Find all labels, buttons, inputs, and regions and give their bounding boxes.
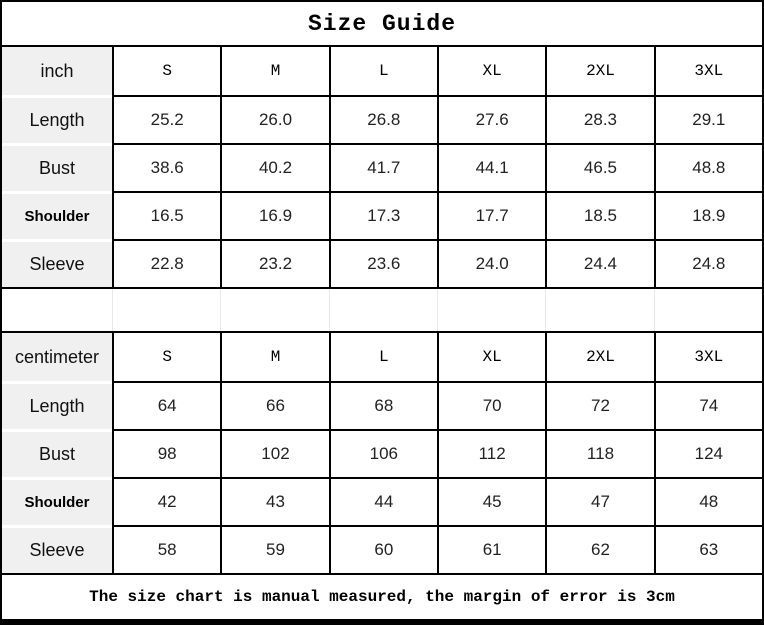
value-cell: 98	[112, 429, 221, 477]
value-cell: 44	[328, 477, 437, 525]
value-cell: 27.6	[436, 95, 546, 143]
value-cell: 18.9	[653, 191, 762, 239]
value-cell: 64	[112, 381, 221, 429]
row-label-cell: Shoulder	[2, 191, 112, 239]
value-cell: 24.0	[436, 239, 546, 287]
value-cell: 41.7	[328, 143, 437, 191]
value-cell: 17.7	[436, 191, 546, 239]
value-cell: 40.2	[220, 143, 329, 191]
value-cell: 25.2	[112, 95, 221, 143]
value-cell: 46.5	[545, 143, 654, 191]
footer-note: The size chart is manual measured, the m…	[2, 573, 762, 619]
value-cell: 22.8	[112, 239, 221, 287]
table-row-sleeve-cm: Sleeve 58 59 60 61 62 63	[2, 525, 762, 573]
value-cell: 58	[112, 525, 221, 573]
value-cell: 74	[653, 381, 762, 429]
value-cell: 42	[112, 477, 221, 525]
value-cell: 60	[328, 525, 437, 573]
value-cell: 43	[220, 477, 329, 525]
row-label-cell: Sleeve	[2, 525, 112, 573]
value-cell: 63	[653, 525, 762, 573]
size-header-cell: L	[328, 47, 437, 95]
inch-size-header-row: inch S M L XL 2XL 3XL	[2, 47, 762, 95]
value-cell: 68	[328, 381, 437, 429]
spacer-cell	[112, 289, 220, 331]
spacer-cell	[653, 289, 762, 331]
size-header-cell: 3XL	[653, 47, 762, 95]
value-cell: 106	[328, 429, 437, 477]
value-cell: 24.4	[545, 239, 654, 287]
value-cell: 102	[220, 429, 329, 477]
table-row-shoulder-inch: Shoulder 16.5 16.9 17.3 17.7 18.5 18.9	[2, 191, 762, 239]
value-cell: 118	[545, 429, 654, 477]
size-header-cell: M	[220, 47, 329, 95]
table-row-sleeve-inch: Sleeve 22.8 23.2 23.6 24.0 24.4 24.8	[2, 239, 762, 287]
value-cell: 23.6	[328, 239, 437, 287]
table-row-length-cm: Length 64 66 68 70 72 74	[2, 381, 762, 429]
value-cell: 124	[653, 429, 762, 477]
unit-cell-inch: inch	[2, 47, 112, 95]
row-label-cell: Length	[2, 381, 112, 429]
value-cell: 61	[436, 525, 546, 573]
value-cell: 17.3	[328, 191, 437, 239]
table-row-bust-inch: Bust 38.6 40.2 41.7 44.1 46.5 48.8	[2, 143, 762, 191]
value-cell: 16.5	[112, 191, 221, 239]
value-cell: 59	[220, 525, 329, 573]
value-cell: 66	[220, 381, 329, 429]
value-cell: 16.9	[220, 191, 329, 239]
spacer-cell	[2, 289, 112, 331]
value-cell: 48	[653, 477, 762, 525]
row-label-cell: Bust	[2, 143, 112, 191]
value-cell: 44.1	[436, 143, 546, 191]
row-label-cell: Sleeve	[2, 239, 112, 287]
size-header-cell: XL	[436, 47, 546, 95]
value-cell: 24.8	[653, 239, 762, 287]
size-header-cell: S	[112, 333, 221, 381]
value-cell: 72	[545, 381, 654, 429]
value-cell: 112	[436, 429, 546, 477]
table-row-shoulder-cm: Shoulder 42 43 44 45 47 48	[2, 477, 762, 525]
page-title: Size Guide	[2, 2, 762, 47]
spacer-cell	[328, 289, 437, 331]
value-cell: 28.3	[545, 95, 654, 143]
size-header-cell: L	[328, 333, 437, 381]
centimeter-size-header-row: centimeter S M L XL 2XL 3XL	[2, 333, 762, 381]
size-header-cell: XL	[436, 333, 546, 381]
size-header-cell: S	[112, 47, 221, 95]
value-cell: 47	[545, 477, 654, 525]
row-label-cell: Bust	[2, 429, 112, 477]
row-label-cell: Shoulder	[2, 477, 112, 525]
spacer-cell	[220, 289, 328, 331]
spacer-cell	[545, 289, 653, 331]
unit-cell-centimeter: centimeter	[2, 333, 112, 381]
footer-note-text: The size chart is manual measured, the m…	[89, 588, 675, 606]
value-cell: 26.8	[328, 95, 437, 143]
page-title-text: Size Guide	[307, 10, 457, 37]
spacer-cell	[436, 289, 545, 331]
size-header-cell: 2XL	[545, 47, 654, 95]
size-header-cell: 2XL	[545, 333, 654, 381]
value-cell: 29.1	[653, 95, 762, 143]
table-row-bust-cm: Bust 98 102 106 112 118 124	[2, 429, 762, 477]
value-cell: 18.5	[545, 191, 654, 239]
value-cell: 70	[436, 381, 546, 429]
value-cell: 38.6	[112, 143, 221, 191]
table-row-length-inch: Length 25.2 26.0 26.8 27.6 28.3 29.1	[2, 95, 762, 143]
row-label-cell: Length	[2, 95, 112, 143]
size-header-cell: 3XL	[653, 333, 762, 381]
value-cell: 48.8	[653, 143, 762, 191]
value-cell: 26.0	[220, 95, 329, 143]
value-cell: 62	[545, 525, 654, 573]
size-header-cell: M	[220, 333, 329, 381]
spacer-row	[2, 287, 762, 333]
value-cell: 23.2	[220, 239, 329, 287]
value-cell: 45	[436, 477, 546, 525]
